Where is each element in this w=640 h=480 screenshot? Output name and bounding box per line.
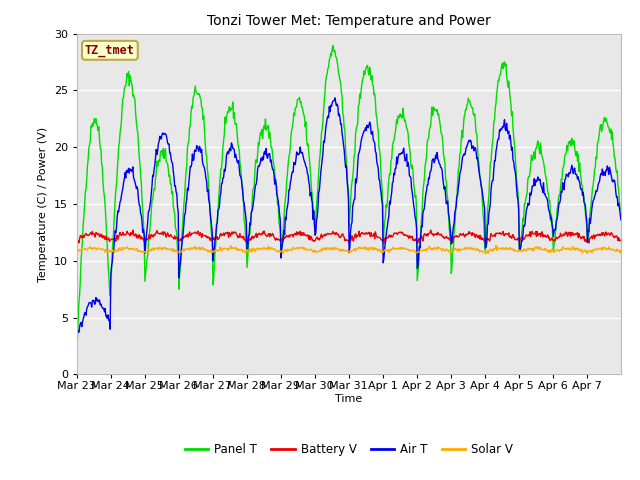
Solar V bbox=[492, 242, 500, 248]
Panel T bbox=[73, 346, 81, 352]
Panel T bbox=[237, 164, 244, 170]
Panel T bbox=[406, 144, 413, 150]
Air T bbox=[617, 217, 625, 223]
Panel T bbox=[436, 120, 444, 126]
Title: Tonzi Tower Met: Temperature and Power: Tonzi Tower Met: Temperature and Power bbox=[207, 14, 491, 28]
Solar V bbox=[73, 247, 81, 253]
X-axis label: Time: Time bbox=[335, 394, 362, 404]
Line: Solar V: Solar V bbox=[77, 245, 621, 254]
Legend: Panel T, Battery V, Air T, Solar V: Panel T, Battery V, Air T, Solar V bbox=[180, 438, 518, 461]
Air T bbox=[436, 161, 444, 167]
Air T bbox=[331, 95, 339, 101]
Panel T bbox=[264, 125, 271, 131]
Battery V bbox=[237, 234, 245, 240]
Battery V bbox=[406, 234, 414, 240]
Battery V bbox=[617, 237, 625, 243]
Panel T bbox=[284, 161, 292, 167]
Line: Battery V: Battery V bbox=[77, 230, 621, 243]
Panel T bbox=[137, 172, 145, 178]
Y-axis label: Temperature (C) / Power (V): Temperature (C) / Power (V) bbox=[38, 126, 48, 282]
Solar V bbox=[435, 245, 443, 251]
Solar V bbox=[284, 247, 292, 253]
Battery V bbox=[285, 232, 292, 238]
Solar V bbox=[481, 251, 489, 257]
Battery V bbox=[437, 232, 445, 238]
Air T bbox=[237, 174, 244, 180]
Solar V bbox=[264, 246, 271, 252]
Text: TZ_tmet: TZ_tmet bbox=[85, 44, 135, 57]
Air T bbox=[406, 173, 413, 179]
Air T bbox=[137, 211, 145, 216]
Battery V bbox=[346, 240, 353, 246]
Solar V bbox=[617, 247, 625, 253]
Air T bbox=[264, 156, 271, 161]
Panel T bbox=[617, 206, 625, 212]
Solar V bbox=[405, 247, 413, 252]
Panel T bbox=[329, 43, 337, 48]
Air T bbox=[284, 199, 292, 205]
Line: Air T: Air T bbox=[77, 98, 621, 339]
Solar V bbox=[237, 247, 244, 253]
Battery V bbox=[264, 231, 272, 237]
Battery V bbox=[73, 237, 81, 242]
Battery V bbox=[138, 234, 145, 240]
Battery V bbox=[129, 227, 137, 233]
Air T bbox=[73, 336, 81, 342]
Solar V bbox=[137, 248, 145, 253]
Line: Panel T: Panel T bbox=[77, 46, 621, 349]
